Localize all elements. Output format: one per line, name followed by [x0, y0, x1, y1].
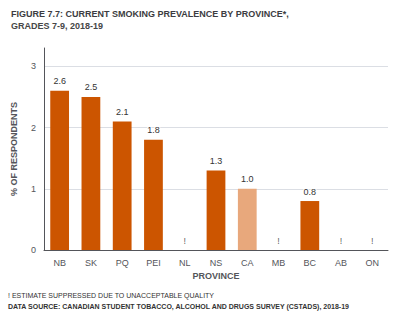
- svg-text:!: !: [277, 236, 280, 246]
- svg-text:FIGURE 7.7: CURRENT SMOKING PR: FIGURE 7.7: CURRENT SMOKING PREVALENCE B…: [11, 9, 289, 19]
- svg-text:NS: NS: [210, 258, 223, 268]
- svg-text:1.8: 1.8: [147, 125, 160, 135]
- svg-text:!: !: [371, 236, 374, 246]
- svg-text:! ESTIMATE SUPPRESSED DUE TO U: ! ESTIMATE SUPPRESSED DUE TO UNACCEPTABL…: [8, 292, 214, 300]
- svg-text:!: !: [183, 236, 186, 246]
- svg-text:PQ: PQ: [116, 258, 129, 268]
- svg-text:PROVINCE: PROVINCE: [192, 271, 239, 281]
- svg-text:% OF RESPONDENTS: % OF RESPONDENTS: [9, 102, 19, 196]
- svg-text:1: 1: [31, 184, 36, 194]
- svg-text:1.3: 1.3: [210, 156, 223, 166]
- svg-text:BC: BC: [304, 258, 317, 268]
- svg-text:2.1: 2.1: [116, 107, 129, 117]
- svg-text:2.5: 2.5: [85, 82, 98, 92]
- svg-text:GRADES 7-9, 2018-19: GRADES 7-9, 2018-19: [11, 21, 103, 31]
- svg-text:2.6: 2.6: [53, 76, 66, 86]
- svg-text:MB: MB: [272, 258, 286, 268]
- svg-text:1.0: 1.0: [241, 174, 254, 184]
- svg-text:PEI: PEI: [146, 258, 161, 268]
- svg-text:2: 2: [31, 123, 36, 133]
- svg-text:DATA SOURCE: CANADIAN STUDENT: DATA SOURCE: CANADIAN STUDENT TOBACCO, A…: [8, 303, 349, 311]
- svg-text:0: 0: [31, 245, 36, 255]
- svg-text:NB: NB: [53, 258, 66, 268]
- svg-text:!: !: [340, 236, 343, 246]
- svg-text:ON: ON: [366, 258, 380, 268]
- svg-text:0.8: 0.8: [304, 187, 317, 197]
- svg-text:AB: AB: [335, 258, 347, 268]
- svg-text:SK: SK: [85, 258, 97, 268]
- svg-text:CA: CA: [241, 258, 254, 268]
- svg-text:NL: NL: [179, 258, 191, 268]
- svg-text:3: 3: [31, 61, 36, 71]
